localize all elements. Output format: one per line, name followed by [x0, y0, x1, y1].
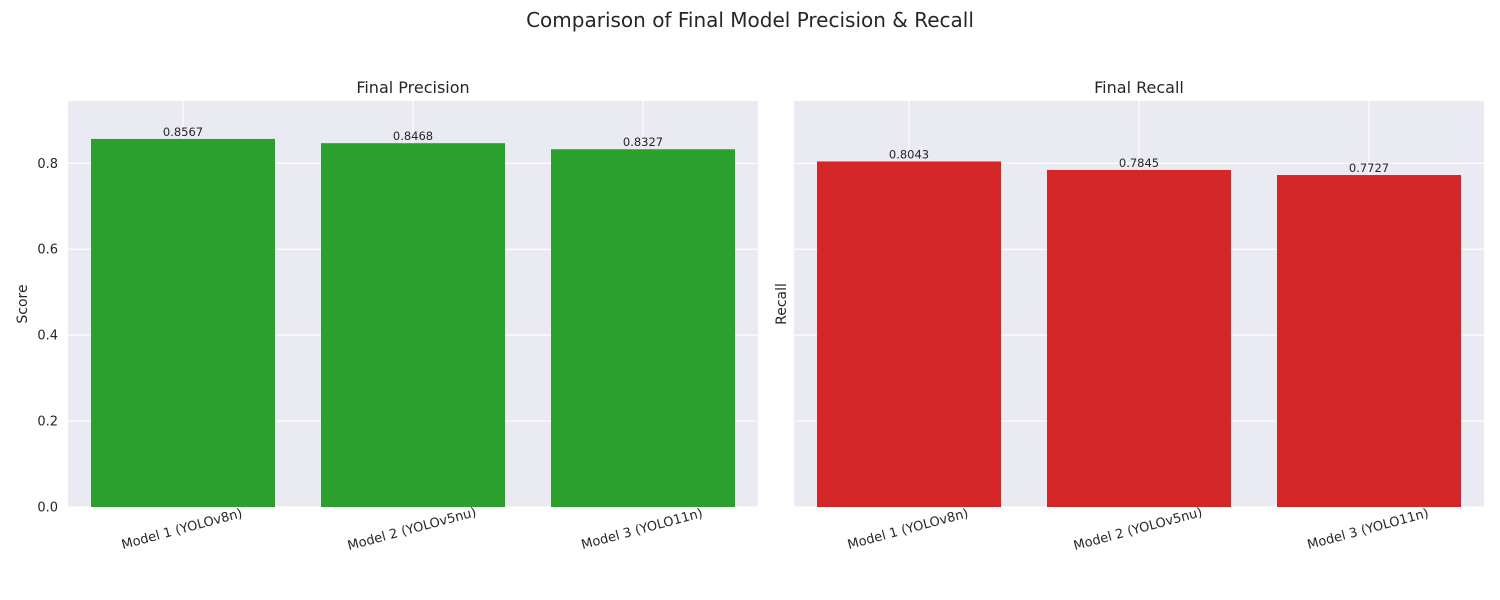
bar-value-label: 0.8468 [393, 129, 433, 143]
y-tick-label: 0.0 [37, 501, 58, 516]
y-tick-label: 0.8 [37, 157, 58, 172]
x-tick-label: Model 3 (YOLO11n) [580, 506, 705, 553]
bar-value-label: 0.7845 [1119, 156, 1159, 170]
y-axis-label: Recall [774, 283, 790, 325]
y-axis-label: Score [15, 284, 31, 323]
subplot-title: Final Precision [356, 78, 469, 97]
bar [551, 149, 735, 507]
bar [1277, 175, 1461, 507]
x-tick-label: Model 1 (YOLOv8n) [846, 506, 970, 553]
panel-precision: 0.8567 0.8468 0.8327 0.0 0.2 0.4 0.6 0.8 Model 1… [15, 78, 758, 554]
x-tick-label: Model 2 (YOLOv5nu) [346, 505, 478, 554]
x-tick-label: Model 2 (YOLOv5nu) [1072, 505, 1204, 554]
bar-value-label: 0.8567 [163, 125, 203, 139]
y-tick-label: 0.2 [37, 415, 58, 430]
bar [1047, 169, 1231, 507]
bar [91, 138, 275, 508]
bar-value-label: 0.8327 [623, 135, 663, 149]
figure-title: Comparison of Final Model Precision & Re… [526, 8, 974, 32]
bar-value-label: 0.7727 [1349, 161, 1389, 175]
y-tick-label: 0.6 [37, 243, 58, 258]
bar-value-label: 0.8043 [889, 147, 929, 161]
bar [817, 161, 1001, 507]
x-tick-label: Model 3 (YOLO11n) [1306, 506, 1431, 553]
subplot-title: Final Recall [1094, 78, 1184, 97]
x-tick-label: Model 1 (YOLOv8n) [120, 506, 244, 553]
bar [321, 143, 505, 507]
y-tick-label: 0.4 [37, 329, 58, 344]
panel-recall: 0.8043 0.7845 0.7727 Model 1 (YOLOv8n) Model… [774, 78, 1484, 554]
